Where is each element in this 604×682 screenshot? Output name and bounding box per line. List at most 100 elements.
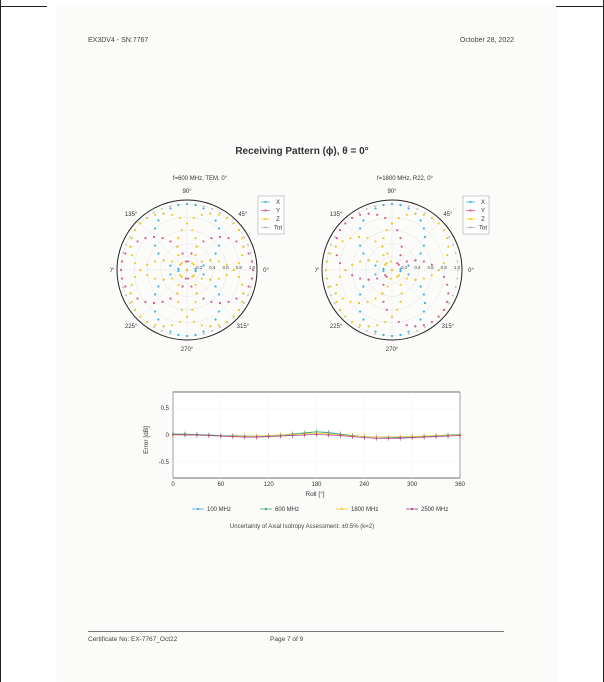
z-point [130,237,133,240]
polar-grid-spoke [140,269,188,317]
z-point [357,301,361,305]
z-point [241,237,244,240]
z-point [397,216,400,220]
y-point [430,263,433,266]
z-point [237,262,241,265]
z-point [344,268,347,272]
y-point [338,229,342,232]
x-point [214,285,217,288]
z-point [396,308,399,311]
x-point [362,318,365,321]
y-point [396,229,399,232]
y-point [169,297,172,300]
legend-label: 600 MHz [275,507,299,513]
x-tick-label: 180 [311,482,322,488]
z-point [400,292,403,295]
z-point [430,216,433,220]
x-axis-label: Roll [°] [305,490,324,498]
data-point [327,434,330,436]
legend-marker [340,507,344,511]
y-point [144,300,147,303]
legend-marker [264,217,267,221]
z-point [381,292,384,295]
legend-label: Tot [479,226,487,232]
z-point [446,237,449,240]
x-point [194,333,197,336]
data-point [435,435,437,438]
tot-point [454,286,457,288]
z-point [180,308,183,311]
tot-point [457,269,459,271]
z-point [129,245,132,248]
legend-label: 1800 MHz [351,507,378,513]
z-point [381,245,384,248]
y-point [399,254,402,257]
x-point [214,318,217,321]
y-point [376,277,379,280]
z-point [195,292,198,295]
y-point [250,277,253,280]
y-point [210,300,213,303]
z-point [334,292,337,295]
z-point [359,324,362,327]
z-point [191,229,194,232]
tot-point [219,211,221,214]
y-point [376,213,379,216]
polar-angle-label: 180° [110,268,115,274]
z-point [442,262,446,265]
y-point [152,301,156,305]
tot-point [327,286,330,288]
z-point [446,254,449,257]
z-point [177,254,180,257]
z-point [382,237,385,240]
x-tick-label: 360 [455,482,466,488]
y-point [121,277,124,280]
certificate-number: Certificate No: EX-7767_Oct22 [88,636,178,643]
tot-point [122,252,125,254]
polar-grid-spoke [345,223,393,271]
z-point [139,222,142,225]
z-point [397,274,400,277]
data-point [207,434,210,437]
z-point [209,212,212,215]
z-point [242,245,245,248]
z-point [359,260,362,263]
x-point [407,207,410,210]
z-point [191,275,194,278]
y-point [396,262,399,265]
y-point [169,240,172,243]
polar-radial-label: 1.0 [249,265,256,270]
x-point [419,252,422,255]
header-left: EX3DV4 - SN:7767 [88,37,149,44]
legend-label: X [481,200,485,206]
z-point [376,324,379,327]
z-point [367,259,370,262]
data-point [184,434,186,436]
tot-point [333,302,336,304]
x-point [422,293,425,296]
z-point [146,320,149,324]
y-point [400,245,403,248]
z-point [341,297,344,300]
tot-point [454,252,457,254]
x-point [419,219,422,222]
x-point [202,273,205,276]
y-point [414,259,417,262]
legend-label: Y [276,209,280,215]
z-point [225,320,228,324]
z-point [437,268,440,272]
z-point [386,285,389,288]
y-point [338,262,342,265]
polar-angle-label: 315° [442,324,455,330]
polar-angle-label: 225° [125,324,138,330]
z-point [386,252,389,255]
z-point [200,260,203,263]
y-point [190,285,193,288]
data-point [279,435,282,437]
x-point [399,267,402,270]
legend-marker [264,226,267,229]
x-tick-label: 120 [264,482,275,488]
legend-label: 100 MHz [207,507,231,513]
x-point [157,318,160,321]
z-point [399,283,402,286]
